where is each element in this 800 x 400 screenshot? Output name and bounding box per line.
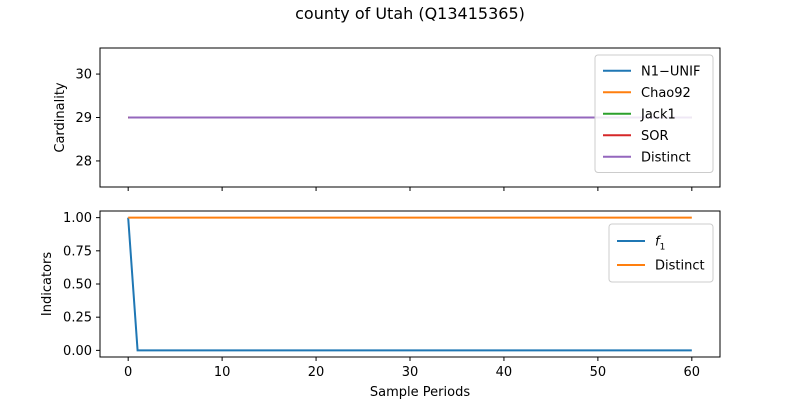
legend-label-jack1: Jack1 xyxy=(640,107,676,122)
x-tick-label: 30 xyxy=(402,365,419,380)
legend: f1 Distinct xyxy=(608,223,714,283)
legend-label-n1-unif: N1−UNIF xyxy=(641,64,700,79)
x-axis-label: Sample Periods xyxy=(370,385,470,400)
y-tick-label: 28 xyxy=(75,154,92,169)
y-axis-label: Cardinality xyxy=(53,82,68,153)
legend-box xyxy=(608,223,714,283)
indicators-panel: 0 10 20 30 40 50 60 0.00 0.25 0.50 0.75 1.00 Indicat… xyxy=(40,210,721,400)
legend-box xyxy=(594,54,714,173)
series-line-f1 xyxy=(127,217,692,352)
y-tick-label: 30 xyxy=(75,68,92,83)
y-tick-label: 0.50 xyxy=(63,278,92,293)
x-tick-label: 60 xyxy=(684,365,701,380)
legend-label-chao92: Chao92 xyxy=(641,86,691,101)
figure-title: county of Utah (Q13415365) xyxy=(295,4,525,23)
legend: N1−UNIF Chao92 Jack1 SOR Distinct xyxy=(594,54,714,173)
y-tick-label: 0.75 xyxy=(63,244,92,259)
x-tick-label: 40 xyxy=(496,365,513,380)
legend-label-sor: SOR xyxy=(641,129,669,144)
x-tick-label: 50 xyxy=(590,365,607,380)
x-tick-label: 0 xyxy=(124,365,132,380)
y-tick-label: 29 xyxy=(75,111,92,126)
legend-label-f1: f1 xyxy=(655,235,665,253)
legend-label-distinct: Distinct xyxy=(655,259,705,274)
x-tick-label: 10 xyxy=(214,365,231,380)
legend-label-distinct: Distinct xyxy=(641,150,691,165)
y-tick-label: 0.00 xyxy=(63,344,92,359)
x-tick-label: 20 xyxy=(308,365,325,380)
cardinality-panel: 28 29 30 Cardinality N1−UNIF Chao92 Jack1 SOR Di… xyxy=(53,47,721,191)
y-tick-label: 1.00 xyxy=(63,211,92,226)
y-tick-label: 0.25 xyxy=(63,311,92,326)
y-axis-label: Indicators xyxy=(40,252,55,316)
